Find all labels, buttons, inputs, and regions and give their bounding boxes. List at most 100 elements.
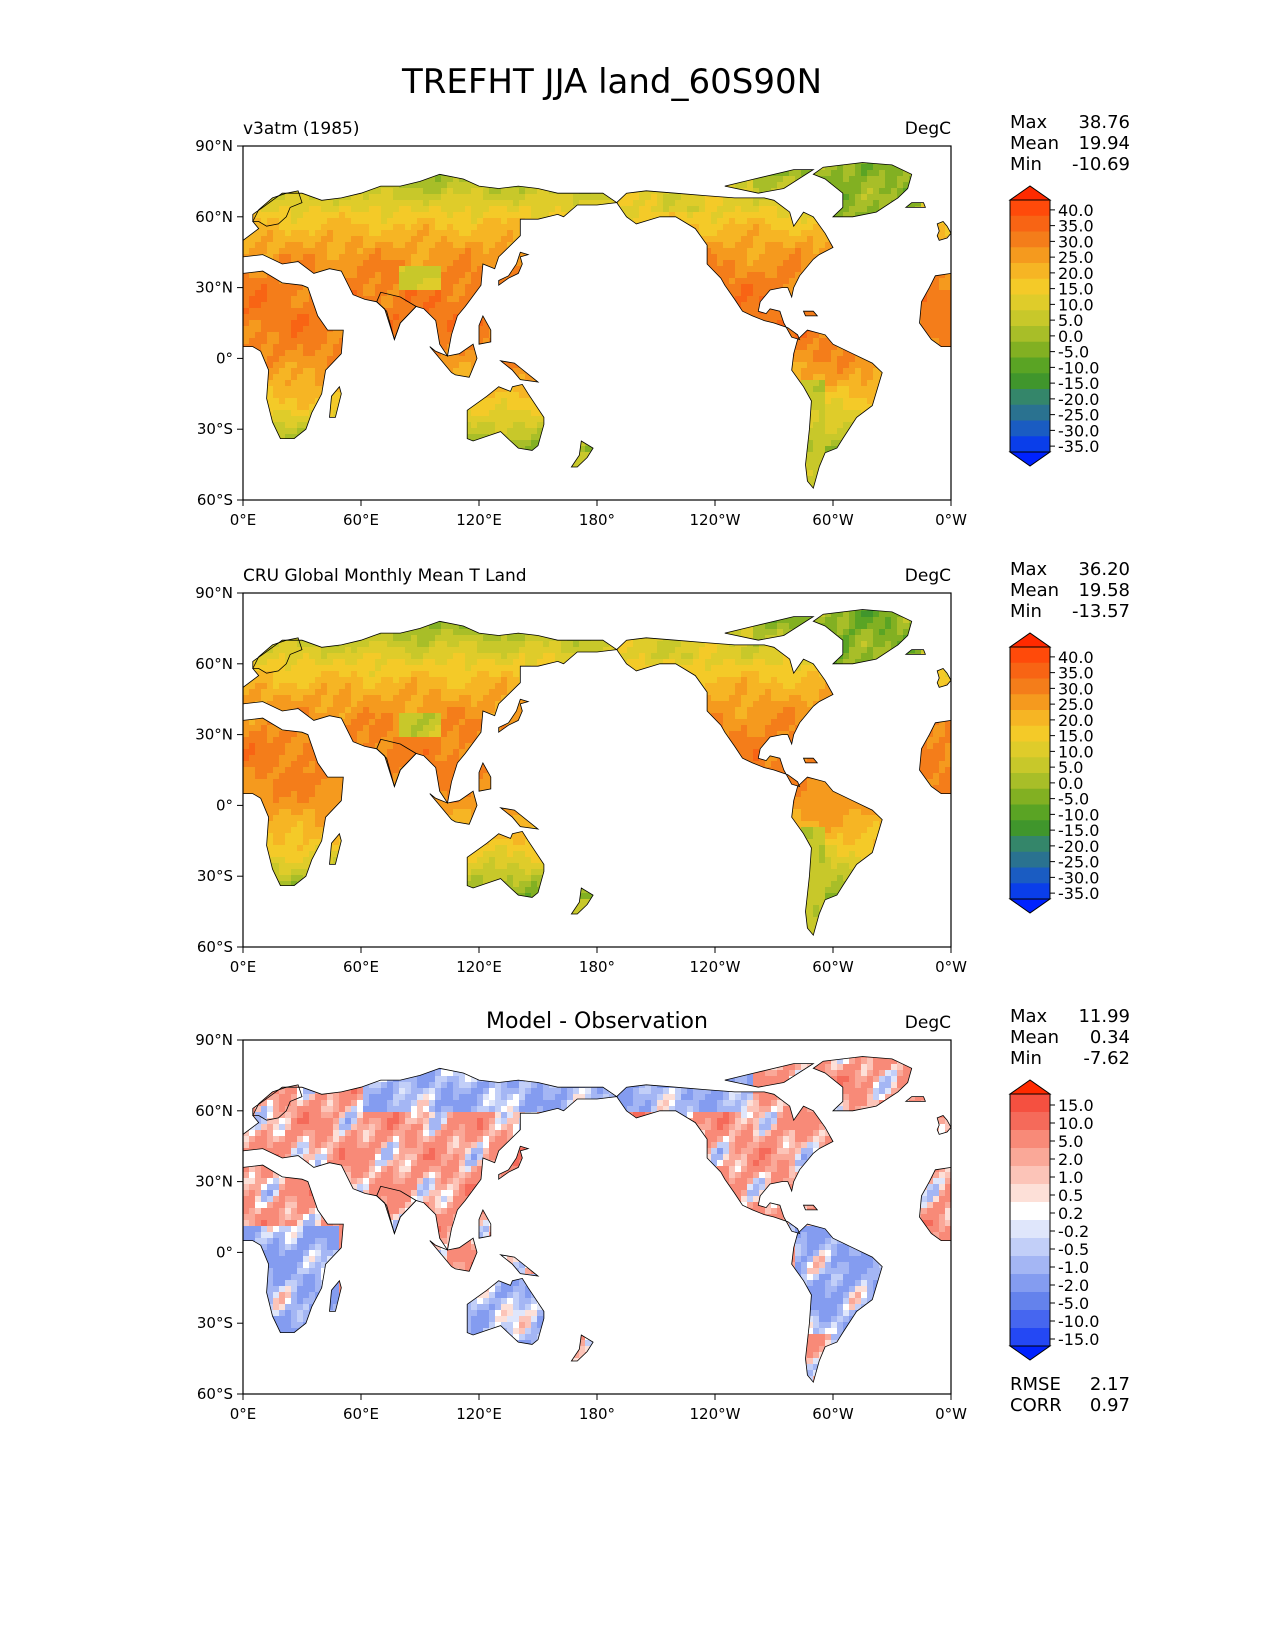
coastline-britain <box>936 668 951 688</box>
colorbar-label: 15.0 <box>1058 280 1094 299</box>
x-tick-label: 60°W <box>812 958 854 976</box>
colorbar-band <box>1010 725 1050 742</box>
stat-label-max: Max <box>1010 1006 1048 1027</box>
colorbar-band <box>1010 883 1050 900</box>
stat-label-corr: CORR <box>1010 1395 1062 1416</box>
coastline-iceland <box>904 202 926 208</box>
colorbar-top-extend <box>1008 185 1052 201</box>
coastline-india-penins <box>376 291 417 341</box>
coastline-greenland <box>812 1056 913 1112</box>
colorbar-band <box>1010 1274 1050 1293</box>
colorbar-frame <box>1009 1093 1051 1347</box>
panel-title: v3atm (1985) <box>243 119 359 139</box>
x-tick-label: 180° <box>579 511 615 529</box>
coastline-europe-asia <box>243 173 618 358</box>
colorbar-top-extend <box>1008 1079 1052 1095</box>
stat-value-min: -13.57 <box>1072 601 1130 622</box>
coastline-new-guinea <box>499 1254 540 1277</box>
colorbar-band <box>1010 1148 1050 1167</box>
x-tick-label: 120°W <box>690 511 741 529</box>
y-tick-label: 60°N <box>195 208 233 226</box>
y-tick-label: 0° <box>216 796 233 814</box>
map-area: 0°E 60°E 120°E 180° 120°W 60°W 0°W 90°N 60°N 30°N… <box>195 1031 967 1423</box>
coastline-australia <box>466 1277 545 1345</box>
coastline-madagascar <box>329 832 342 865</box>
y-tick-label: 90°N <box>195 137 233 155</box>
colorbar-label: 25.0 <box>1058 248 1094 267</box>
coastline-india-penins <box>376 738 417 788</box>
coastline-india-penins <box>376 1185 417 1235</box>
coastline-caribbean <box>802 757 819 764</box>
x-tick-label: 180° <box>579 958 615 976</box>
x-tick-label: 0°W <box>935 1405 967 1423</box>
coastline-philippines <box>478 314 492 345</box>
y-tick-label: 30°N <box>195 1173 233 1191</box>
x-tick-label: 120°E <box>456 511 502 529</box>
x-tick-label: 0°E <box>230 1405 257 1423</box>
coastline-south-america <box>791 776 883 937</box>
x-tick-label: 120°E <box>456 1405 502 1423</box>
coastline-scandinavia <box>252 1084 303 1121</box>
x-tick-label: 0°E <box>230 958 257 976</box>
colorbar-label: -1.0 <box>1058 1258 1089 1277</box>
colorbar-band <box>1010 436 1050 453</box>
colorbar-band <box>1010 647 1050 664</box>
colorbar-band <box>1010 231 1050 248</box>
stat-label-max: Max <box>1010 112 1048 133</box>
colorbar-label: 35.0 <box>1058 664 1094 683</box>
stat-label-mean: Mean <box>1010 1027 1059 1048</box>
colorbar-label: -35.0 <box>1058 437 1099 456</box>
colorbar-label: 0.2 <box>1058 1204 1083 1223</box>
colorbar-label: 40.0 <box>1058 201 1094 220</box>
coastline-sumatra-borneo <box>429 790 478 825</box>
coastline-caribbean <box>802 1204 819 1211</box>
colorbar: 40.035.030.025.020.015.010.05.00.0-5.0-1… <box>1008 632 1099 914</box>
coastline-australia <box>466 830 545 898</box>
stat-value-corr: 0.97 <box>1090 1395 1130 1416</box>
colorbar-band <box>1010 678 1050 695</box>
colorbar-band <box>1010 341 1050 358</box>
stat-label-max: Max <box>1010 559 1048 580</box>
colorbar-label: 10.0 <box>1058 1114 1094 1133</box>
figure-title: TREFHT JJA land_60S90N <box>401 62 822 102</box>
coastline-sumatra-borneo <box>429 1237 478 1272</box>
coastline-japan <box>498 1145 530 1180</box>
y-tick-label: 60°N <box>195 655 233 673</box>
colorbar-label: 25.0 <box>1058 695 1094 714</box>
colorbar-frame <box>1009 199 1051 453</box>
x-tick-label: 0°E <box>230 511 257 529</box>
units-label: DegC <box>905 119 951 139</box>
coastline-africa <box>243 717 344 887</box>
colorbar-bottom-extend <box>1008 898 1052 914</box>
coastline-europe-asia <box>243 620 618 805</box>
stat-value-mean: 19.58 <box>1078 580 1130 601</box>
coastline-australia <box>466 383 545 451</box>
colorbar-band <box>1010 804 1050 821</box>
coastline-africa-west <box>919 1166 951 1242</box>
colorbar-band <box>1010 1220 1050 1239</box>
y-tick-label: 60°S <box>197 938 233 956</box>
coastline-africa-west <box>919 719 951 795</box>
x-tick-label: 60°W <box>812 1405 854 1423</box>
coastline-new-guinea <box>499 360 540 383</box>
colorbar-band <box>1010 247 1050 264</box>
colorbar-label: 30.0 <box>1058 679 1094 698</box>
x-tick-label: 120°E <box>456 958 502 976</box>
coastline-madagascar <box>329 1279 342 1312</box>
coastlines <box>243 609 951 937</box>
colorbar-label: -10.0 <box>1058 358 1099 377</box>
colorbar-label: -15.0 <box>1058 374 1099 393</box>
colorbar-label: 0.0 <box>1058 327 1083 346</box>
coastline-europe-asia <box>243 1067 618 1252</box>
colorbar-label: -25.0 <box>1058 853 1099 872</box>
units-label: DegC <box>905 566 951 586</box>
panel-title: CRU Global Monthly Mean T Land <box>243 566 527 586</box>
colorbar-band <box>1010 1310 1050 1329</box>
colorbar-band <box>1010 662 1050 679</box>
coastline-madagascar <box>329 385 342 418</box>
colorbar-label: 5.0 <box>1058 311 1083 330</box>
colorbar-label: 40.0 <box>1058 648 1094 667</box>
y-tick-label: 0° <box>216 349 233 367</box>
coastline-north-america <box>616 1084 834 1235</box>
colorbar-label: -20.0 <box>1058 837 1099 856</box>
